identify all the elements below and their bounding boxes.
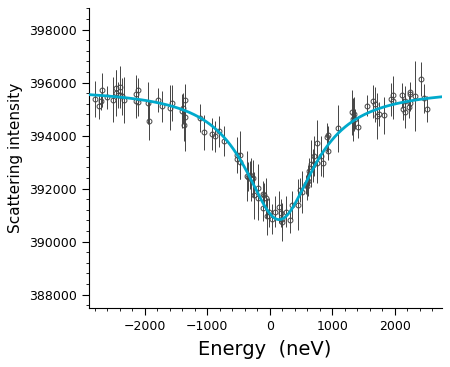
X-axis label: Energy  (neV): Energy (neV) xyxy=(198,340,332,359)
Y-axis label: Scattering intensity: Scattering intensity xyxy=(9,83,23,233)
